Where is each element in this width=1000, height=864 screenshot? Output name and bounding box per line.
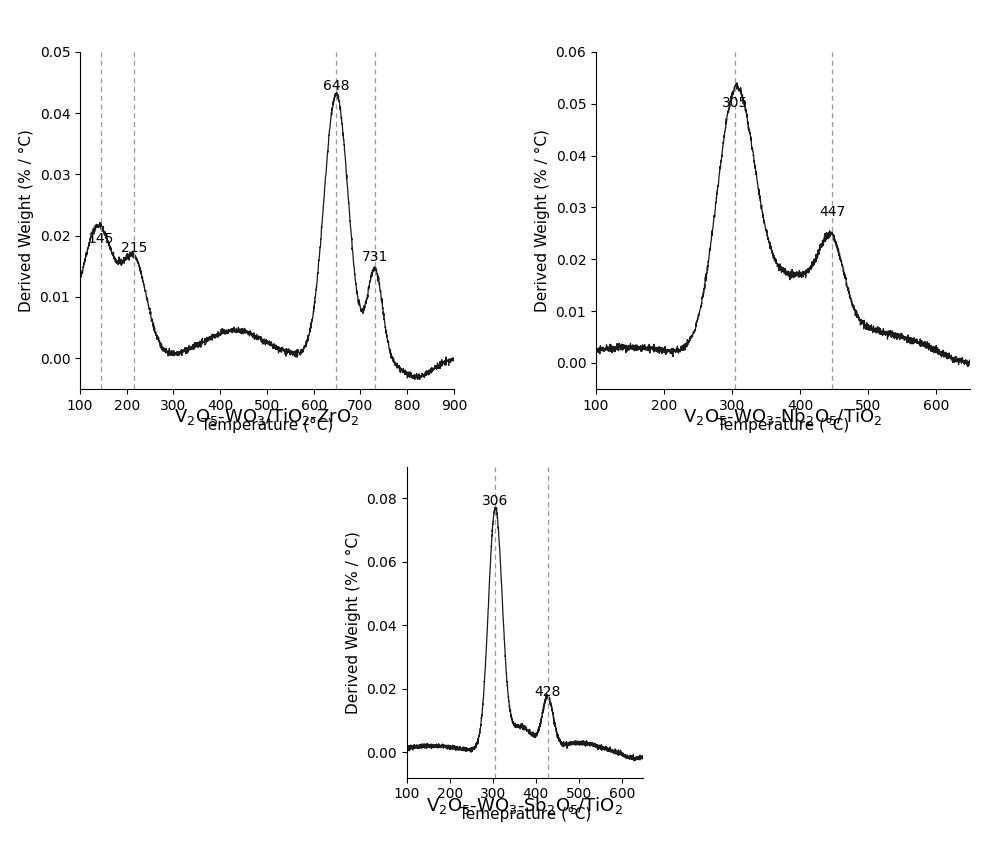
- Text: 447: 447: [819, 205, 845, 219]
- Y-axis label: Derived Weight (% / °C): Derived Weight (% / °C): [19, 129, 34, 312]
- Text: 306: 306: [482, 494, 508, 508]
- Y-axis label: Derived Weight (% / °C): Derived Weight (% / °C): [346, 530, 361, 714]
- Text: 731: 731: [362, 251, 388, 264]
- Text: 145: 145: [88, 232, 114, 246]
- Text: $\mathregular{V_2O_5}$-$\mathregular{WO_3}$-$\mathregular{Nb_2O_5}$/$\mathregula: $\mathregular{V_2O_5}$-$\mathregular{WO_…: [683, 406, 883, 427]
- Y-axis label: Derived Weight (% / °C): Derived Weight (% / °C): [535, 129, 550, 312]
- X-axis label: Temperature (°C): Temperature (°C): [201, 418, 333, 433]
- X-axis label: Temeprature (°C): Temeprature (°C): [459, 807, 591, 822]
- Text: 215: 215: [121, 241, 147, 255]
- Text: 648: 648: [323, 79, 349, 93]
- Text: $\mathregular{V_2O_5}$-$\mathregular{WO_3}$-$\mathregular{Sb_2O_5}$/$\mathregula: $\mathregular{V_2O_5}$-$\mathregular{WO_…: [426, 795, 624, 816]
- Text: 305: 305: [722, 96, 749, 110]
- Text: 428: 428: [535, 685, 561, 699]
- X-axis label: Temperature (°C): Temperature (°C): [717, 418, 849, 433]
- Text: $\mathregular{V_2O_5}$-$\mathregular{WO_3}$/$\mathregular{TiO_2}$-$\mathregular{: $\mathregular{V_2O_5}$-$\mathregular{WO_…: [174, 406, 360, 427]
